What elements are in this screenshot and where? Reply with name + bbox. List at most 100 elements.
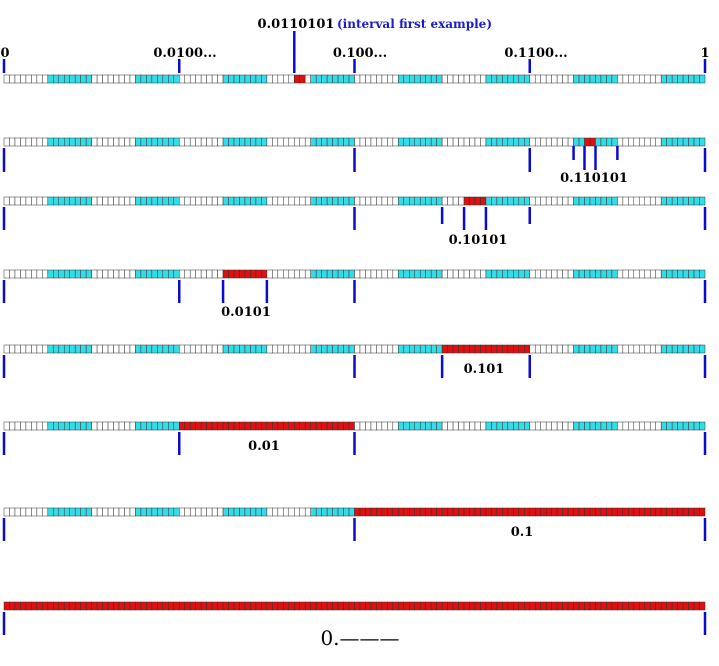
white-cell xyxy=(283,196,290,206)
white-cell xyxy=(42,196,49,206)
white-cell xyxy=(102,344,109,354)
cyan-cell xyxy=(502,269,509,279)
red-cell xyxy=(53,601,60,611)
cyan-cell xyxy=(573,74,580,84)
red-cell xyxy=(485,601,492,611)
white-cell xyxy=(556,137,563,147)
red-cell xyxy=(370,507,377,517)
red-cell xyxy=(211,601,218,611)
white-cell xyxy=(376,269,383,279)
cyan-cell xyxy=(595,74,602,84)
cyan-cell xyxy=(348,344,355,354)
white-cell xyxy=(206,507,213,517)
scale-label-0: 0 xyxy=(0,46,9,61)
red-cell xyxy=(304,601,311,611)
red-cell xyxy=(507,601,514,611)
cyan-cell xyxy=(74,269,81,279)
cyan-cell xyxy=(157,344,164,354)
white-cell xyxy=(113,421,120,431)
white-cell xyxy=(283,137,290,147)
red-cell xyxy=(682,507,689,517)
white-cell xyxy=(42,507,49,517)
cyan-cell xyxy=(337,196,344,206)
cyan-cell xyxy=(600,196,607,206)
cyan-cell xyxy=(595,137,602,147)
red-cell xyxy=(567,601,574,611)
cyan-cell xyxy=(157,421,164,431)
cyan-cell xyxy=(228,137,235,147)
white-cell xyxy=(113,344,120,354)
cyan-cell xyxy=(337,269,344,279)
white-cell xyxy=(359,344,366,354)
red-cell xyxy=(660,507,667,517)
cyan-cell xyxy=(321,137,328,147)
cyan-cell xyxy=(80,344,87,354)
red-cell xyxy=(628,507,635,517)
red-cell xyxy=(485,344,492,354)
row-label-0-101: 0.101 xyxy=(464,362,505,377)
white-cell xyxy=(628,74,635,84)
interval-row-1 xyxy=(3,137,706,147)
cyan-cell xyxy=(151,344,158,354)
cyan-cell xyxy=(157,196,164,206)
white-cell xyxy=(217,269,224,279)
cyan-cell xyxy=(315,196,322,206)
cyan-cell xyxy=(419,269,426,279)
red-cell xyxy=(595,507,602,517)
white-cell xyxy=(370,269,377,279)
white-cell xyxy=(365,344,372,354)
red-cell xyxy=(677,507,684,517)
cyan-cell xyxy=(524,137,530,147)
cyan-cell xyxy=(310,196,317,206)
white-cell xyxy=(113,507,120,517)
cyan-cell xyxy=(58,344,65,354)
cyan-cell xyxy=(660,421,667,431)
cyan-cell xyxy=(491,137,498,147)
red-cell xyxy=(534,601,541,611)
cyan-cell xyxy=(600,344,607,354)
white-cell xyxy=(540,196,547,206)
red-cell xyxy=(682,601,689,611)
white-cell xyxy=(25,421,32,431)
cyan-cell xyxy=(403,269,410,279)
white-cell xyxy=(529,74,536,84)
cyan-cell xyxy=(173,507,180,517)
tick-marks xyxy=(2,31,707,635)
red-cell xyxy=(474,344,481,354)
cyan-cell xyxy=(611,344,618,354)
white-cell xyxy=(365,137,372,147)
white-cell xyxy=(622,196,629,206)
cyan-cell xyxy=(682,74,689,84)
cyan-cell xyxy=(162,344,169,354)
white-cell xyxy=(129,269,136,279)
cyan-cell xyxy=(332,74,339,84)
white-cell xyxy=(25,507,32,517)
cyan-cell xyxy=(157,269,164,279)
white-cell xyxy=(458,74,465,84)
red-cell xyxy=(151,601,158,611)
white-cell xyxy=(458,137,465,147)
cyan-cell xyxy=(337,344,344,354)
cyan-cell xyxy=(239,74,246,84)
red-cell xyxy=(419,507,426,517)
row-label-0-10101: 0.10101 xyxy=(449,233,508,248)
cyan-cell xyxy=(403,137,410,147)
red-cell xyxy=(556,601,563,611)
cyan-cell xyxy=(321,344,328,354)
cyan-cell xyxy=(403,344,410,354)
red-cell xyxy=(222,421,229,431)
cyan-cell xyxy=(403,74,410,84)
cyan-cell xyxy=(414,196,421,206)
red-cell xyxy=(502,344,509,354)
red-cell xyxy=(359,601,366,611)
red-cell xyxy=(179,421,185,431)
white-cell xyxy=(474,74,481,84)
cyan-cell xyxy=(239,507,246,517)
cyan-cell xyxy=(53,196,60,206)
white-cell xyxy=(649,421,656,431)
cyan-cell xyxy=(573,196,580,206)
red-cell xyxy=(376,507,383,517)
white-cell xyxy=(644,196,651,206)
white-cell xyxy=(42,421,49,431)
white-cell xyxy=(217,344,224,354)
